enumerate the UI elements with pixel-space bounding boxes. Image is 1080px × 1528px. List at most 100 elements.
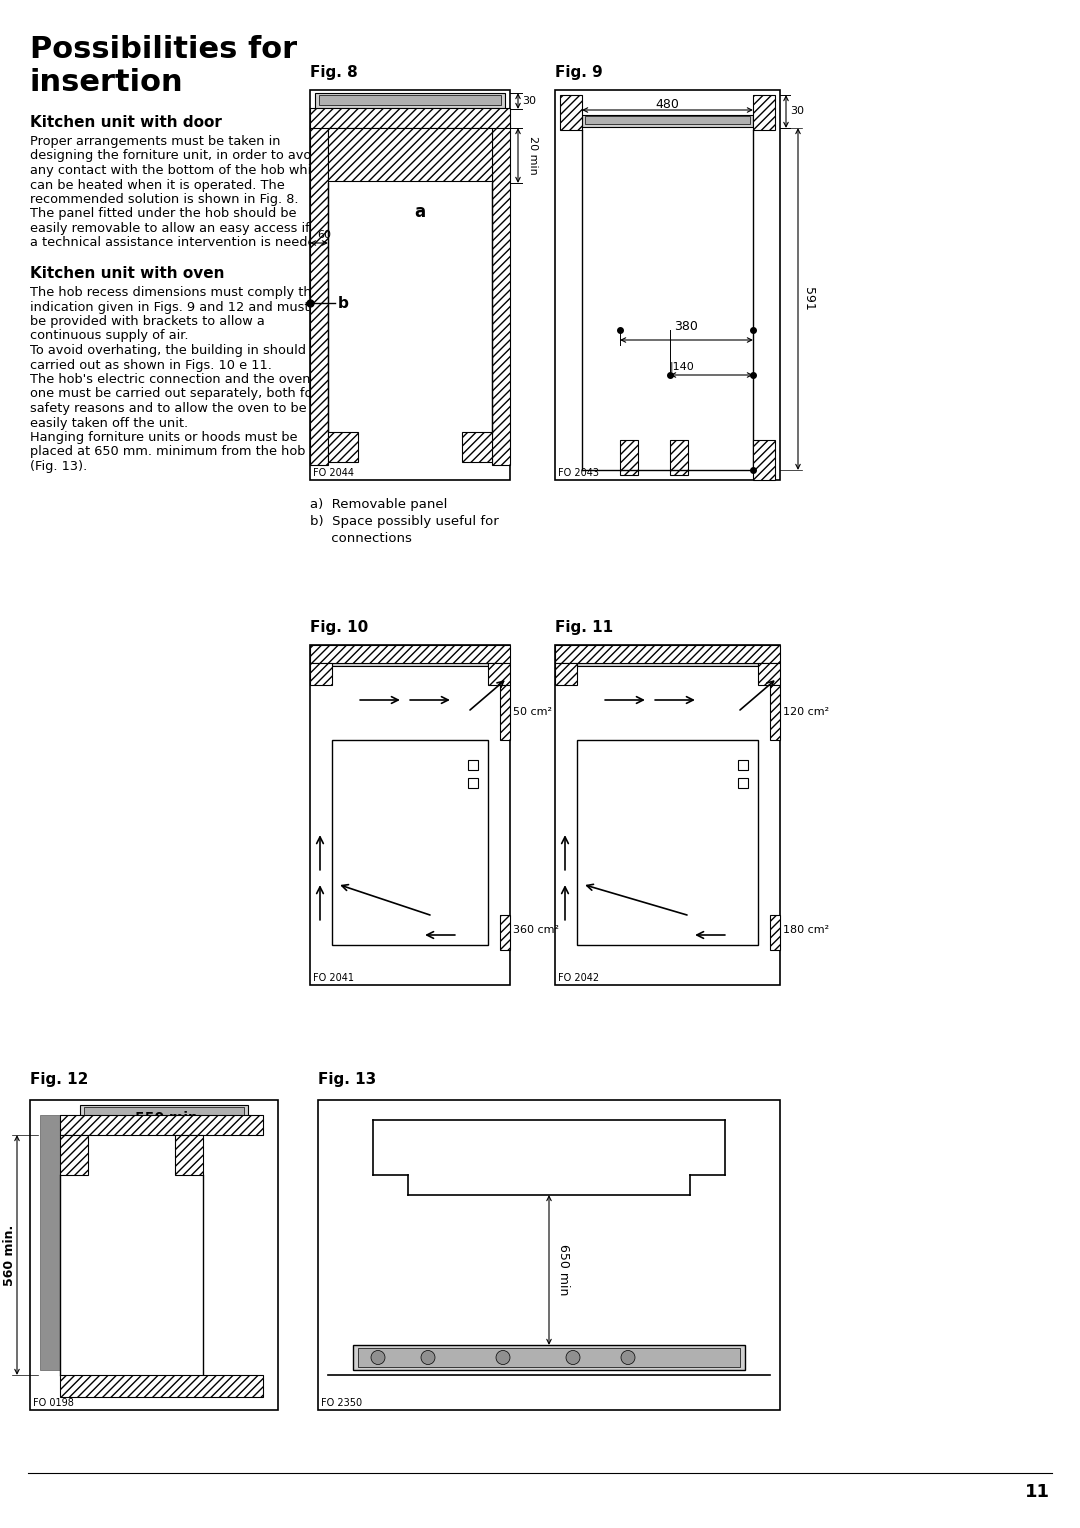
Bar: [328, 432, 357, 461]
Text: 11: 11: [1025, 1484, 1050, 1500]
Text: 30: 30: [522, 96, 536, 105]
Circle shape: [621, 1351, 635, 1365]
Bar: [60, 1135, 87, 1175]
Bar: [319, 95, 501, 105]
Bar: [738, 778, 748, 788]
Bar: [758, 663, 780, 685]
Text: FO 2042: FO 2042: [558, 973, 599, 983]
Bar: [500, 685, 510, 740]
Text: 360 cm²: 360 cm²: [513, 924, 559, 935]
Bar: [318, 1100, 780, 1410]
Bar: [492, 125, 510, 465]
Bar: [310, 663, 332, 685]
Text: indication given in Figs. 9 and 12 and must: indication given in Figs. 9 and 12 and m…: [30, 301, 310, 313]
Bar: [753, 95, 775, 130]
Bar: [770, 685, 780, 740]
Text: 50 cm²: 50 cm²: [513, 707, 552, 717]
Text: Kitchen unit with door: Kitchen unit with door: [30, 115, 221, 130]
Text: FO 2043: FO 2043: [558, 468, 599, 478]
Circle shape: [566, 1351, 580, 1365]
Bar: [670, 440, 688, 475]
Circle shape: [496, 1351, 510, 1365]
Bar: [310, 108, 510, 128]
Text: 30: 30: [789, 105, 804, 116]
Bar: [60, 1375, 264, 1397]
Bar: [468, 778, 478, 788]
Bar: [40, 1115, 60, 1371]
Bar: [310, 125, 328, 465]
Bar: [555, 645, 780, 986]
Text: Fig. 9: Fig. 9: [555, 66, 603, 79]
Bar: [620, 440, 638, 475]
Bar: [670, 440, 688, 475]
Text: one must be carried out separately, both for: one must be carried out separately, both…: [30, 388, 318, 400]
Bar: [577, 740, 758, 944]
Bar: [585, 116, 750, 124]
Text: connections: connections: [310, 532, 411, 545]
Text: easily taken off the unit.: easily taken off the unit.: [30, 417, 188, 429]
Text: can be heated when it is operated. The: can be heated when it is operated. The: [30, 179, 285, 191]
Text: be provided with brackets to allow a: be provided with brackets to allow a: [30, 315, 265, 329]
Bar: [753, 95, 775, 130]
Text: 380: 380: [674, 319, 698, 333]
Bar: [555, 90, 780, 480]
Bar: [80, 1105, 248, 1120]
Text: (Fig. 13).: (Fig. 13).: [30, 460, 87, 474]
Bar: [60, 1375, 264, 1397]
Bar: [577, 648, 758, 666]
Text: continuous supply of air.: continuous supply of air.: [30, 330, 189, 342]
Bar: [555, 645, 780, 663]
Bar: [561, 95, 582, 130]
Text: Hanging forniture units or hoods must be: Hanging forniture units or hoods must be: [30, 431, 297, 445]
Bar: [30, 1100, 278, 1410]
Bar: [492, 125, 510, 465]
Text: 180 cm²: 180 cm²: [783, 924, 829, 935]
Text: To avoid overhating, the building in should be: To avoid overhating, the building in sho…: [30, 344, 326, 358]
Text: The hob recess dimensions must comply the: The hob recess dimensions must comply th…: [30, 286, 320, 299]
Bar: [500, 915, 510, 950]
Text: Fig. 11: Fig. 11: [555, 620, 613, 636]
Text: designing the forniture unit, in order to avoid: designing the forniture unit, in order t…: [30, 150, 323, 162]
Text: Possibilities for: Possibilities for: [30, 35, 297, 64]
Bar: [555, 663, 577, 685]
Bar: [500, 915, 510, 950]
Text: a technical assistance intervention is needed.: a technical assistance intervention is n…: [30, 237, 328, 249]
Text: insertion: insertion: [30, 69, 184, 96]
Bar: [770, 685, 780, 740]
Bar: [353, 1345, 745, 1371]
Text: carried out as shown in Figs. 10 e 11.: carried out as shown in Figs. 10 e 11.: [30, 359, 272, 371]
Bar: [336, 649, 484, 662]
Bar: [60, 1115, 264, 1135]
Text: Fig. 10: Fig. 10: [310, 620, 368, 636]
Text: 120 cm²: 120 cm²: [783, 707, 829, 717]
Bar: [332, 740, 488, 944]
Bar: [488, 663, 510, 685]
Text: 650 min: 650 min: [557, 1244, 570, 1296]
Bar: [468, 759, 478, 770]
Bar: [770, 915, 780, 950]
Text: Fig. 12: Fig. 12: [30, 1073, 89, 1086]
Text: easily removable to allow an easy access if: easily removable to allow an easy access…: [30, 222, 310, 235]
Circle shape: [372, 1351, 384, 1365]
Bar: [555, 663, 577, 685]
Text: Fig. 8: Fig. 8: [310, 66, 357, 79]
Text: Fig. 13: Fig. 13: [318, 1073, 376, 1086]
Text: Kitchen unit with oven: Kitchen unit with oven: [30, 266, 225, 281]
Text: 550 min.: 550 min.: [135, 1111, 203, 1125]
Bar: [758, 663, 780, 685]
Text: 591: 591: [802, 287, 815, 310]
Text: 20 min: 20 min: [528, 136, 538, 174]
Text: 480: 480: [656, 98, 679, 112]
Bar: [770, 915, 780, 950]
Bar: [328, 432, 357, 461]
Bar: [310, 663, 332, 685]
Bar: [310, 645, 510, 663]
Bar: [310, 645, 510, 986]
Bar: [310, 90, 510, 480]
Bar: [753, 440, 775, 480]
Text: The panel fitted under the hob should be: The panel fitted under the hob should be: [30, 208, 297, 220]
Text: placed at 650 mm. minimum from the hob: placed at 650 mm. minimum from the hob: [30, 446, 306, 458]
Text: any contact with the bottom of the hob which: any contact with the bottom of the hob w…: [30, 163, 326, 177]
Bar: [310, 125, 328, 465]
Text: |140: |140: [670, 362, 694, 371]
